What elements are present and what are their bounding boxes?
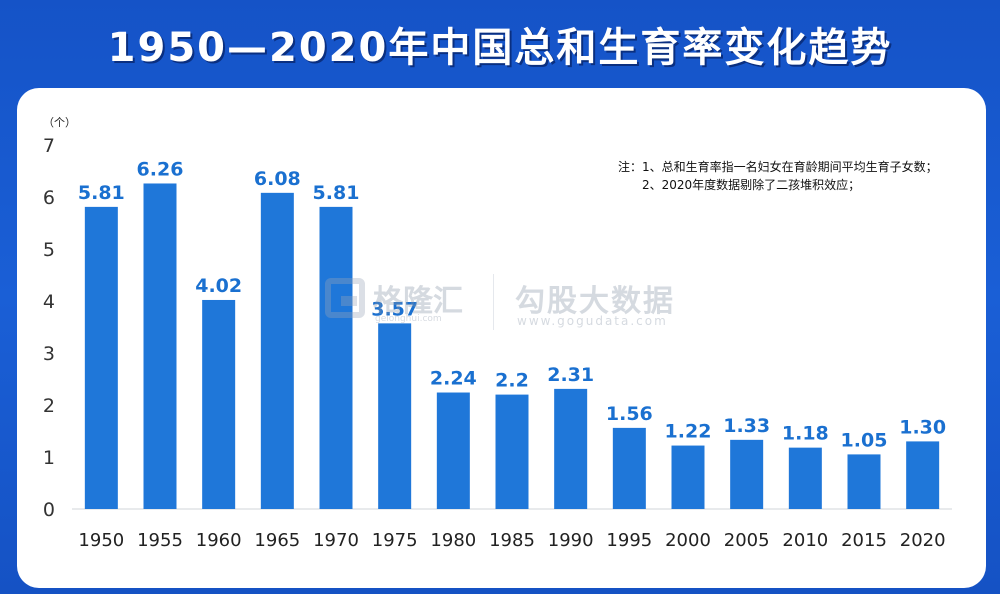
data-label-1980: 2.24: [430, 368, 477, 390]
bar-2005: [730, 439, 764, 509]
bar-2000: [671, 445, 705, 509]
bar-2010: [788, 447, 822, 509]
y-tick-label: 0: [43, 499, 55, 521]
x-tick-label-2015: 2015: [841, 530, 887, 551]
x-tick-label-1995: 1995: [606, 530, 652, 551]
y-tick-label: 5: [43, 239, 55, 261]
y-tick-label: 3: [43, 343, 55, 365]
data-label-2010: 1.18: [782, 423, 829, 445]
x-tick-label-1970: 1970: [313, 530, 359, 551]
note-line-1: 注：1、总和生育率指一名妇女在育龄期间平均生育子女数；: [618, 160, 938, 174]
y-tick-label: 2: [43, 395, 55, 417]
data-label-1960: 4.02: [195, 275, 242, 297]
chart-notes: 注：1、总和生育率指一名妇女在育龄期间平均生育子女数； 2、2020年度数据剔除…: [618, 158, 938, 194]
bar-2015: [847, 454, 881, 509]
data-label-1985: 2.2: [495, 370, 529, 392]
x-tick-label-2010: 2010: [782, 530, 828, 551]
x-tick-label-1975: 1975: [372, 530, 418, 551]
y-tick-label: 6: [43, 187, 55, 209]
data-label-1975: 3.57: [371, 298, 418, 320]
bar-1980: [436, 392, 470, 509]
x-tick-label-1965: 1965: [254, 530, 300, 551]
data-label-2015: 1.05: [841, 429, 888, 451]
bar-1970: [319, 206, 353, 509]
data-label-1950: 5.81: [78, 182, 125, 204]
bar-1950: [84, 206, 118, 509]
y-tick-label: 7: [43, 135, 55, 157]
chart-panel: （个） 0 1 2 3 4 5 6 7 5.81 1950 6.26 1955 4.02 1960 6.08 1…: [17, 88, 986, 588]
data-label-1970: 5.81: [313, 182, 360, 204]
bar-chart: （个） 0 1 2 3 4 5 6 7 5.81 1950 6.26 1955 4.02 1960 6.08 1…: [43, 116, 952, 551]
y-axis-unit-label: （个）: [43, 116, 76, 129]
x-tick-label-1950: 1950: [78, 530, 124, 551]
data-label-2005: 1.33: [723, 415, 770, 437]
data-label-1965: 6.08: [254, 168, 301, 190]
x-tick-label-1985: 1985: [489, 530, 535, 551]
note-line-2: 2、2020年度数据剔除了二孩堆积效应；: [642, 178, 861, 192]
bar-1995: [612, 427, 646, 509]
bar-1975: [378, 323, 412, 509]
x-tick-label-1980: 1980: [430, 530, 476, 551]
bar-1990: [554, 388, 588, 509]
x-tick-label-1960: 1960: [196, 530, 242, 551]
bar-1965: [260, 192, 294, 509]
x-tick-label-1955: 1955: [137, 530, 183, 551]
x-tick-label-2020: 2020: [900, 530, 946, 551]
data-label-2000: 1.22: [665, 421, 712, 443]
chart-title: 1950—2020年中国总和生育率变化趋势: [107, 25, 893, 71]
y-tick-label: 1: [43, 447, 55, 469]
x-tick-label-2000: 2000: [665, 530, 711, 551]
data-label-1990: 2.31: [547, 364, 594, 386]
y-tick-label: 4: [43, 291, 55, 313]
bar-1955: [143, 183, 177, 509]
data-label-1995: 1.56: [606, 403, 653, 425]
data-label-1955: 6.26: [137, 158, 184, 180]
x-tick-label-2005: 2005: [724, 530, 770, 551]
data-label-2020: 1.30: [899, 416, 946, 438]
bar-1985: [495, 394, 529, 509]
bar-1960: [202, 299, 236, 509]
x-tick-label-1990: 1990: [548, 530, 594, 551]
bar-2020: [906, 441, 940, 509]
